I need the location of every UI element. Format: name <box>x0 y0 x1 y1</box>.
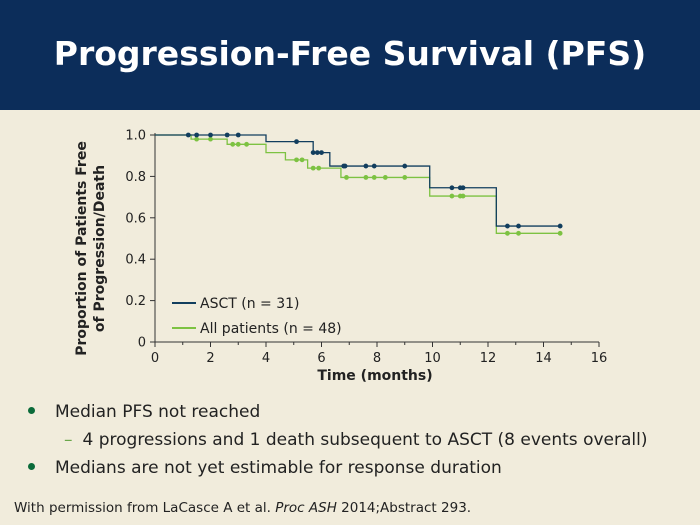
censor-mark-asct <box>557 223 563 229</box>
bullet-item: Medians are not yet estimable for respon… <box>28 458 502 478</box>
x-tick-label: 2 <box>206 351 214 366</box>
slide-title: Progression-Free Survival (PFS) <box>53 33 647 73</box>
censor-mark-all-patients <box>402 175 408 180</box>
footnote-prefix: With permission from LaCasce A et al. <box>14 500 276 516</box>
censor-mark-all-patients <box>382 175 388 180</box>
y-tick-label: 0.2 <box>125 294 146 309</box>
series-line-asct <box>155 134 561 227</box>
censor-mark-all-patients <box>194 136 200 142</box>
censor-mark-all-patients <box>557 230 563 236</box>
censor-mark-all-patients <box>230 141 236 147</box>
y-tick-label: 0 <box>138 336 146 351</box>
footnote-journal: Proc ASH <box>275 500 337 516</box>
bullet-text: Median PFS not reached <box>55 402 261 422</box>
censor-mark-asct <box>505 223 510 229</box>
legend-label: ASCT (n = 31) <box>200 296 299 312</box>
censor-mark-all-patients <box>208 136 213 142</box>
y-tick-label: 0.4 <box>125 253 146 268</box>
bullet-dot-icon <box>28 406 35 414</box>
censor-mark-all-patients <box>244 141 249 147</box>
bullet-dot-icon <box>28 462 35 470</box>
y-tick-label: 0.8 <box>125 170 146 185</box>
x-tick-label: 6 <box>317 351 325 366</box>
censor-mark-all-patients <box>363 175 369 180</box>
censor-mark-asct <box>363 163 369 169</box>
censor-mark-all-patients <box>316 165 322 171</box>
y-tick-label: 1.0 <box>125 129 146 144</box>
bullet-item: Median PFS not reached <box>28 402 260 422</box>
censor-mark-all-patients <box>460 193 466 199</box>
censor-mark-asct <box>208 132 213 138</box>
x-tick-label: 16 <box>591 351 608 366</box>
dash-icon: – <box>64 430 73 450</box>
censor-mark-asct <box>449 185 455 191</box>
censor-mark-all-patients <box>371 175 377 180</box>
x-tick-label: 8 <box>373 351 381 366</box>
x-tick-label: 0 <box>151 351 159 366</box>
censor-mark-asct <box>235 132 241 138</box>
x-axis-label: Time (months) <box>317 368 432 384</box>
censor-mark-asct <box>371 163 377 169</box>
x-tick-label: 4 <box>262 351 270 366</box>
censor-mark-all-patients <box>310 165 316 171</box>
censor-mark-asct <box>342 163 348 169</box>
x-tick-label: 12 <box>480 351 497 366</box>
censor-mark-all-patients <box>294 157 299 163</box>
sub-bullet-item: –4 progressions and 1 death subsequent t… <box>64 430 647 450</box>
y-axis-label-line2: of Progression/Death <box>92 165 108 332</box>
censor-mark-asct <box>194 132 200 138</box>
censor-mark-asct <box>294 139 299 145</box>
footnote: With permission from LaCasce A et al. Pr… <box>14 500 471 516</box>
pfs-chart-svg: 0 2 4 6 8 10 12 14 16 0 0.2 0.4 0.6 0.8 1.0 Time (month… <box>74 129 608 385</box>
bullet-text: Medians are not yet estimable for respon… <box>55 458 502 478</box>
censor-mark-all-patients <box>516 230 521 236</box>
y-axis-label-line1: Proportion of Patients Free <box>74 141 90 356</box>
censor-mark-asct <box>319 150 324 155</box>
censor-mark-asct <box>402 163 408 169</box>
censor-mark-asct <box>185 132 191 138</box>
censor-mark-asct <box>224 132 230 138</box>
censor-mark-all-patients <box>299 157 305 163</box>
censor-mark-all-patients <box>505 230 510 236</box>
footnote-suffix: 2014;Abstract 293. <box>336 500 472 516</box>
pfs-chart: 0 2 4 6 8 10 12 14 16 0 0.2 0.4 0.6 0.8 1.0 Time (month… <box>0 110 700 400</box>
x-tick-label: 10 <box>424 351 441 366</box>
x-tick-label: 14 <box>535 351 552 366</box>
censor-mark-asct <box>310 150 316 155</box>
censor-mark-all-patients <box>449 193 455 199</box>
legend-label: All patients (n = 48) <box>200 321 342 337</box>
censor-mark-asct <box>314 150 320 155</box>
censor-mark-asct <box>516 223 521 229</box>
censor-mark-all-patients <box>235 141 241 147</box>
censor-mark-asct <box>460 185 466 191</box>
sub-bullet-text: 4 progressions and 1 death subsequent to… <box>82 430 648 450</box>
censor-mark-all-patients <box>344 175 349 180</box>
series-line-all-patients <box>155 134 561 234</box>
y-tick-label: 0.6 <box>125 211 146 226</box>
slide-header: Progression-Free Survival (PFS) <box>0 0 700 110</box>
